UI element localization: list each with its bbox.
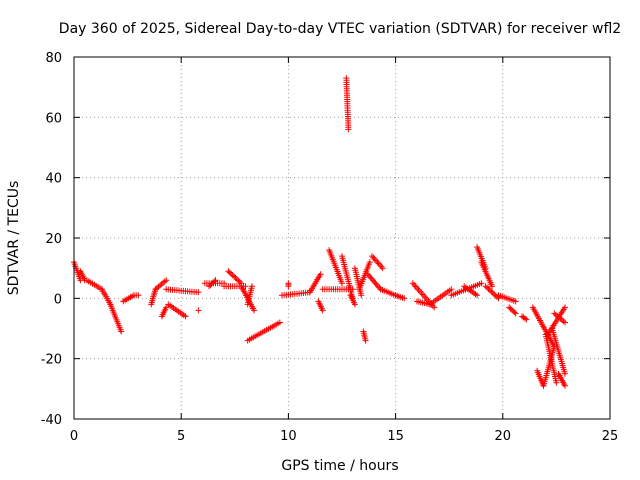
data-point-series — [343, 75, 352, 133]
data-point-series — [549, 325, 568, 377]
data-point-series — [315, 298, 326, 314]
chart-title: Day 360 of 2025, Sidereal Day-to-day VTE… — [59, 21, 621, 37]
data-point-series — [426, 286, 455, 308]
data-point-series — [555, 370, 568, 389]
x-axis-label: GPS time / hours — [281, 458, 398, 474]
data-point-series — [529, 304, 558, 350]
data-point-series — [364, 271, 384, 293]
data-point-series — [506, 304, 519, 317]
x-tick-label: 20 — [495, 429, 512, 444]
x-tick-label: 5 — [177, 429, 185, 444]
x-tick-label: 10 — [280, 429, 297, 444]
grid — [74, 57, 610, 419]
x-tick-label: 0 — [70, 429, 78, 444]
data-points — [71, 75, 568, 389]
data-point-series — [495, 292, 519, 305]
data-point-series — [107, 301, 125, 335]
data-point-series — [244, 319, 283, 344]
data-point-series — [347, 292, 358, 308]
data-point-series — [360, 328, 369, 344]
data-point-series — [163, 286, 202, 296]
data-point-series — [478, 259, 496, 290]
y-tick-label: 80 — [45, 51, 62, 66]
data-point-series — [225, 268, 245, 287]
data-point-series — [326, 247, 345, 287]
data-point-series — [306, 271, 324, 296]
y-tick-label: 20 — [45, 232, 62, 247]
y-axis-label: SDTVAR / TECUs — [6, 181, 22, 296]
data-point-series — [158, 304, 170, 320]
y-tick-label: -40 — [41, 413, 62, 428]
data-point-series — [131, 292, 142, 299]
data-point-series — [285, 280, 292, 290]
data-point-series — [461, 283, 481, 299]
data-point-series — [392, 292, 408, 302]
data-point-series — [195, 307, 202, 314]
y-tick-label: 0 — [54, 292, 62, 307]
y-tick-label: 40 — [45, 172, 62, 187]
x-tick-label: 25 — [602, 429, 619, 444]
y-tick-label: 60 — [45, 111, 62, 126]
data-point-series — [206, 277, 219, 290]
data-point-series — [551, 310, 568, 326]
data-point-series — [519, 313, 530, 323]
data-point-series — [165, 301, 189, 320]
data-point-series — [369, 253, 386, 272]
y-tick-label: -20 — [41, 353, 62, 368]
data-point-series — [152, 277, 170, 293]
axis-ticks: 0 5 10 15 20 25 -40 -20 0 20 40 60 80 — [41, 51, 619, 444]
x-tick-label: 15 — [387, 429, 404, 444]
data-point-series — [244, 283, 255, 308]
